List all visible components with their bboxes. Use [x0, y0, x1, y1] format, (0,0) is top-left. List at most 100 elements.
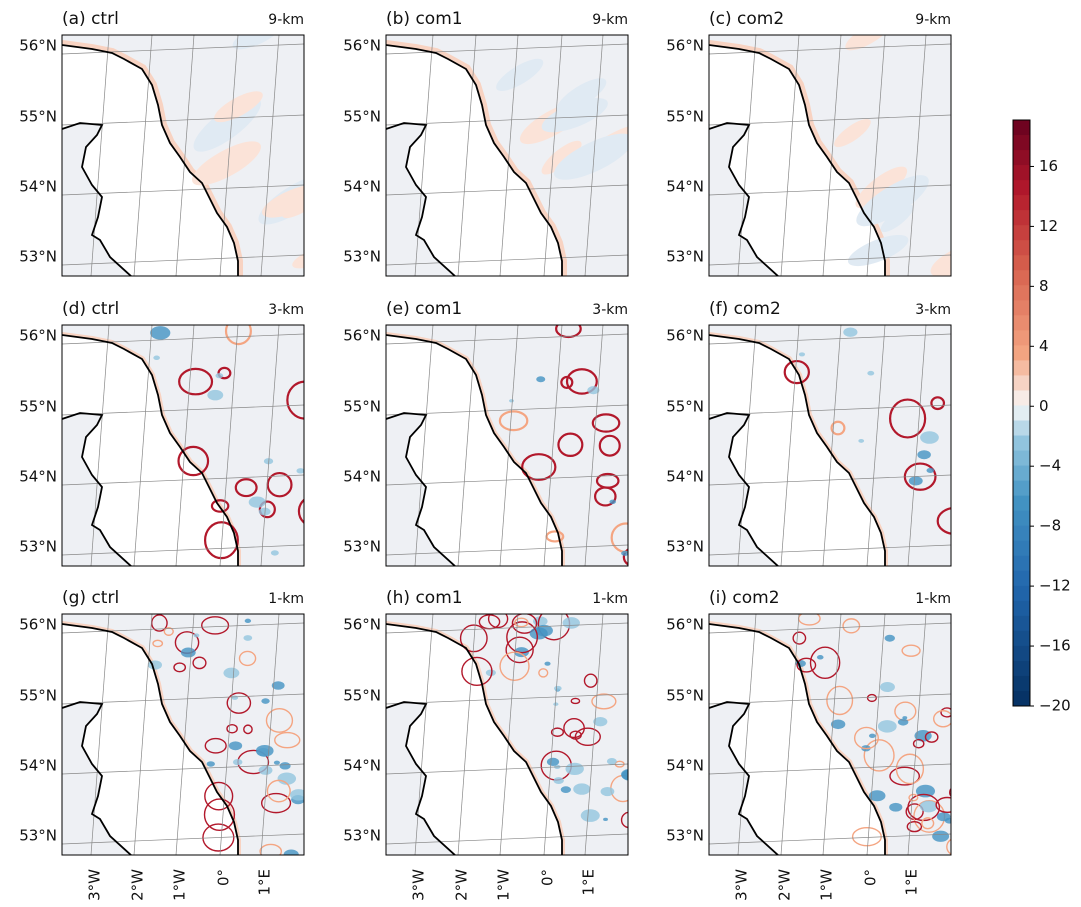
field-feature	[173, 662, 187, 673]
field-feature	[809, 646, 841, 679]
colorbar-band	[1013, 420, 1030, 437]
meridian	[543, 614, 563, 855]
field-feature	[461, 656, 493, 687]
lat-label: 53°N	[343, 827, 381, 845]
field-feature	[901, 644, 921, 657]
field-feature	[644, 486, 667, 509]
parallel	[386, 184, 628, 196]
parallel	[709, 544, 951, 556]
colorbar-band	[1013, 270, 1030, 286]
parallel	[62, 544, 304, 556]
field-feature	[834, 118, 871, 148]
field-feature	[202, 823, 235, 852]
parallel	[386, 43, 628, 55]
colorbar-band	[1013, 435, 1030, 452]
coastline	[386, 334, 563, 566]
panel-title: (d) ctrl	[62, 299, 119, 319]
field-feature	[204, 737, 227, 754]
field-feature	[917, 450, 931, 460]
field-feature	[591, 693, 617, 710]
panel-title: (f) com2	[709, 299, 781, 319]
lat-label: 54°N	[343, 468, 381, 486]
field-feature	[259, 843, 283, 855]
meridian	[175, 35, 195, 276]
parallel	[709, 622, 951, 634]
meridian	[457, 35, 477, 276]
meridian	[260, 35, 280, 276]
lat-label: 53°N	[666, 827, 704, 845]
meridian	[457, 614, 477, 855]
parallel	[62, 184, 304, 196]
field-feature	[949, 787, 951, 798]
colorbar-tick-label: −4	[1039, 457, 1061, 475]
colorbar-band	[1013, 225, 1030, 241]
meridian	[219, 35, 239, 276]
meridian	[260, 614, 280, 855]
lat-label: 55°N	[19, 687, 57, 705]
field-feature	[634, 773, 642, 779]
field-feature	[557, 432, 584, 458]
field-feature	[621, 550, 628, 556]
colorbar-band	[1013, 675, 1030, 692]
field-feature	[485, 669, 496, 677]
lat-label: 53°N	[19, 248, 57, 266]
field-feature	[622, 548, 628, 566]
field-feature	[260, 792, 292, 814]
field-feature	[606, 757, 617, 765]
land	[709, 624, 885, 855]
field-feature	[311, 772, 326, 784]
meridian	[499, 35, 519, 276]
field-feature	[180, 647, 196, 658]
field-feature	[920, 431, 939, 444]
lat-label: 56°N	[666, 327, 704, 345]
lat-label: 56°N	[19, 616, 57, 634]
field-feature	[856, 175, 929, 227]
meridian	[133, 35, 153, 276]
field-feature	[314, 822, 325, 829]
field-feature	[210, 499, 230, 513]
field-feature	[583, 673, 598, 688]
lat-label: 54°N	[666, 757, 704, 775]
field-feature	[153, 355, 160, 360]
meridian	[907, 325, 927, 566]
field-feature	[546, 757, 560, 766]
field-feature	[243, 635, 253, 641]
panel-frame	[385, 324, 629, 567]
field-feature	[940, 707, 951, 718]
field-feature	[560, 375, 574, 389]
map-panel	[62, 35, 304, 276]
colorbar-tick-label: 0	[1039, 397, 1049, 415]
field-feature	[587, 386, 600, 395]
field-feature	[906, 820, 923, 833]
parallel	[709, 333, 951, 345]
field-feature	[521, 453, 557, 481]
meridian	[584, 614, 604, 855]
map-panel	[62, 614, 326, 855]
panel-resolution: 9-km	[592, 12, 628, 28]
field-feature	[936, 507, 951, 535]
panel-title: (g) ctrl	[62, 588, 119, 608]
field-feature	[593, 716, 608, 727]
lat-label: 55°N	[343, 108, 381, 126]
field-feature	[912, 738, 925, 749]
field-feature	[843, 327, 858, 337]
panel-frame	[708, 34, 952, 277]
field-feature	[591, 413, 621, 433]
field-feature	[234, 478, 258, 498]
meridian	[866, 35, 886, 276]
field-feature	[926, 467, 935, 473]
lon-label: 0°	[539, 869, 557, 886]
field-feature	[562, 617, 580, 629]
field-feature	[919, 800, 938, 813]
coastline	[62, 412, 133, 566]
field-feature	[506, 621, 539, 654]
field-feature	[635, 817, 649, 826]
field-feature	[855, 166, 908, 209]
field-feature	[545, 530, 565, 543]
field-feature	[541, 140, 582, 175]
field-feature	[889, 766, 921, 786]
field-feature	[573, 783, 591, 795]
lon-label: 0°	[215, 869, 233, 886]
field-feature	[496, 58, 544, 92]
meridian	[219, 614, 239, 855]
